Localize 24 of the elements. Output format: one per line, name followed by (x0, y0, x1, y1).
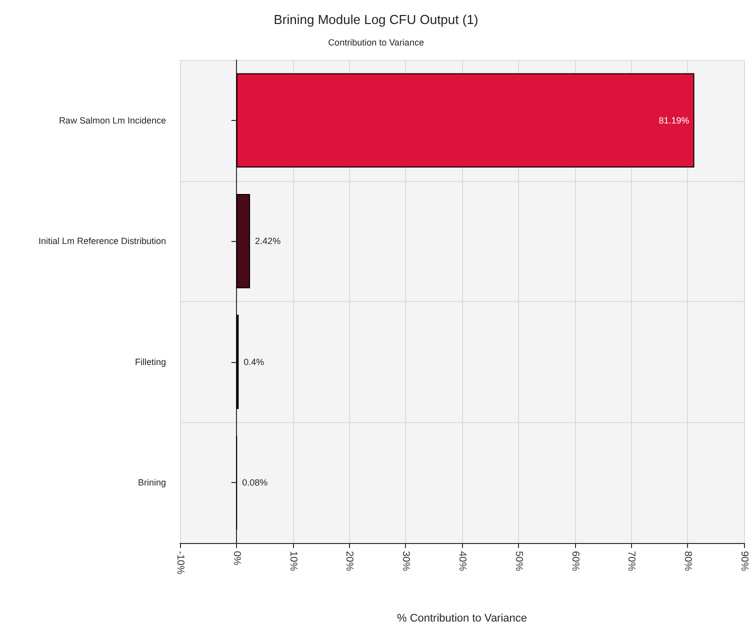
chart-subtitle: Contribution to Variance (328, 38, 424, 48)
chart-title: Brining Module Log CFU Output (1) (274, 12, 478, 27)
y-tick-label: Brining (138, 478, 166, 488)
x-tick-label: 90% (738, 551, 750, 572)
bar (236, 73, 694, 168)
x-tick-label: 40% (456, 551, 468, 572)
x-tick-label: 70% (626, 551, 637, 572)
x-tick-label: 60% (569, 551, 580, 572)
data-label: 81.19% (658, 115, 690, 126)
x-tick-label: 50% (512, 551, 524, 572)
x-tick-label: 10% (287, 551, 298, 572)
data-label: 2.42% (255, 236, 281, 246)
y-tick-label: Filleting (134, 356, 166, 367)
x-tick-label: 0% (230, 551, 242, 566)
data-label: 0.4% (244, 356, 264, 367)
x-tick-label: 80% (682, 551, 694, 572)
bar (236, 194, 250, 288)
x-tick-label: 30% (400, 551, 412, 572)
y-tick-label: Raw Salmon Lm Incidence (58, 115, 166, 126)
x-tick-label: -10% (174, 551, 186, 574)
x-tick-label: 20% (344, 551, 355, 572)
data-label: 0.08% (242, 478, 268, 488)
x-axis-title: % Contribution to Variance (396, 612, 528, 624)
y-tick-label: Initial Lm Reference Distribution (38, 236, 166, 246)
